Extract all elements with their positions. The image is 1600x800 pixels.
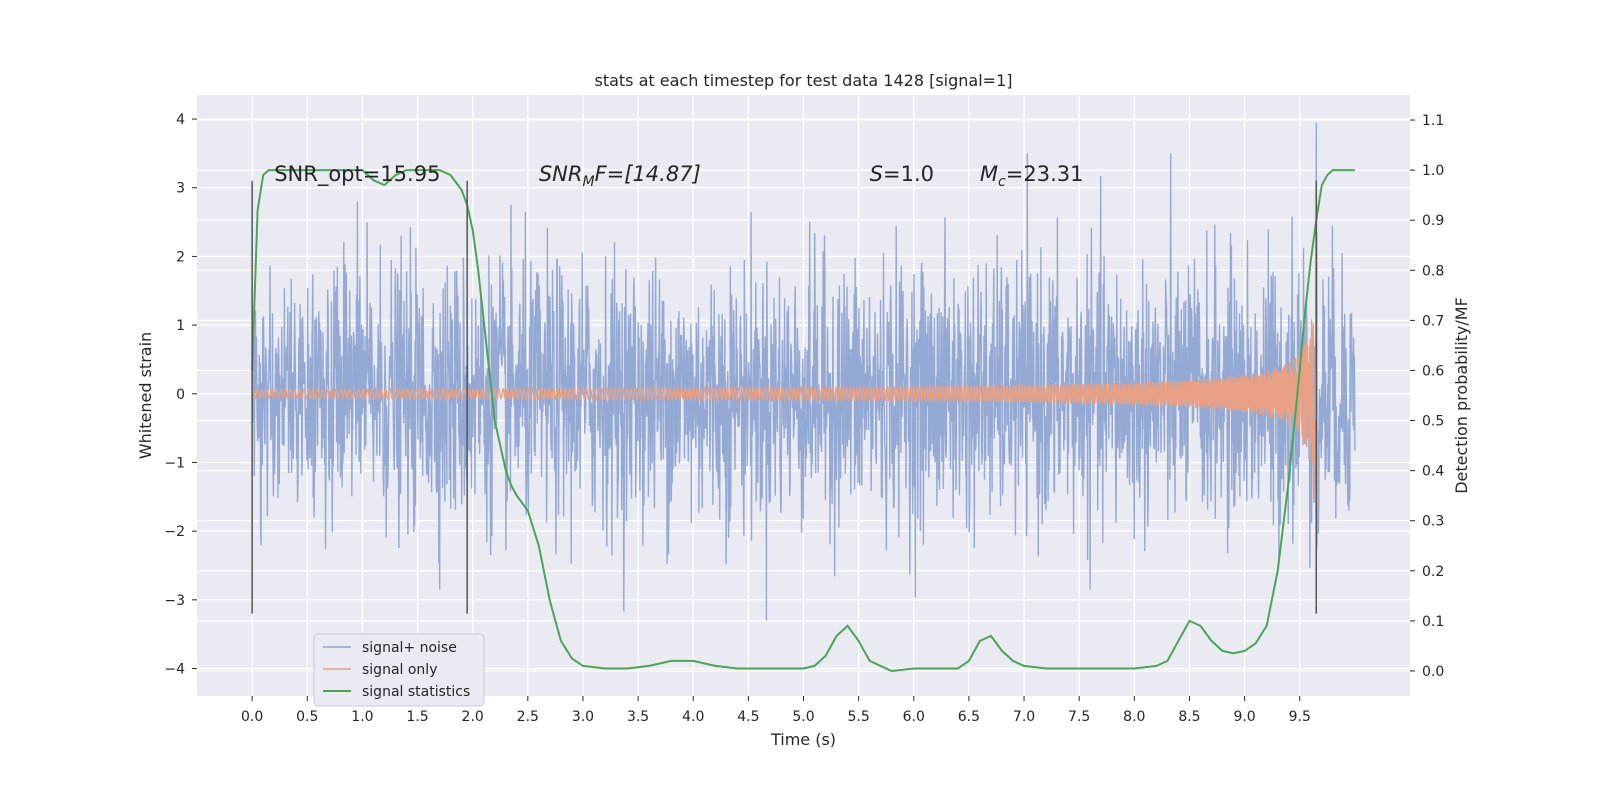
x-tick-label: 9.5 (1289, 709, 1311, 725)
y-tick-label: −2 (164, 524, 185, 540)
y-right-tick-label: 0.0 (1422, 664, 1444, 680)
y-axis-label: Whitened strain (136, 332, 155, 459)
annotation-snr-mf: SNRMF=[14.87] (539, 162, 701, 190)
annotation-s-prefix: S (870, 162, 883, 186)
x-tick-label: 0.0 (241, 709, 263, 725)
legend-label-signal-only: signal only (362, 662, 437, 678)
x-tick-label: 3.5 (627, 709, 649, 725)
y-right-tick-label: 0.1 (1422, 614, 1444, 630)
annotation-snr-mf-suffix: F=[14.87] (595, 162, 701, 186)
y-tick-label: 3 (176, 181, 185, 197)
y-tick-label: −3 (164, 593, 185, 609)
x-tick-label: 2.0 (462, 709, 484, 725)
x-tick-label: 8.0 (1123, 709, 1145, 725)
annotation-snr-mf-prefix: SNR (539, 162, 583, 186)
y-axis-right-ticks: 1.1 1.0 0.9 0.8 0.7 0.6 0.5 0.4 0.3 0.2 0.1 0.0 (1410, 113, 1444, 680)
y-axis-ticks: 4 3 2 1 0 −1 −2 −3 −4 (164, 112, 197, 678)
y-tick-label: −4 (164, 662, 185, 678)
x-axis-ticks: 0.0 0.5 1.0 1.5 2.0 2.5 3.0 3.5 4.0 4.5 5.0 5.5 6.0 6… (241, 696, 1311, 725)
x-tick-label: 6.0 (903, 709, 925, 725)
chart-title: stats at each timestep for test data 142… (594, 71, 1012, 90)
x-tick-label: 1.0 (351, 709, 373, 725)
legend: signal+ noise signal only signal statist… (313, 633, 485, 707)
y-right-tick-label: 1.1 (1422, 113, 1444, 129)
series-signal-statistics-line (251, 169, 1355, 673)
y-right-tick-label: 0.9 (1422, 213, 1444, 229)
x-tick-label: 2.5 (517, 709, 539, 725)
x-tick-label: 0.5 (296, 709, 318, 725)
y-tick-label: 2 (176, 249, 185, 265)
y-axis-right-label: Detection probability/MF (1452, 297, 1471, 494)
y-right-tick-label: 0.6 (1422, 363, 1444, 379)
y-right-tick-label: 0.5 (1422, 414, 1444, 430)
series-signal-noise-line (251, 122, 1356, 621)
y-right-tick-label: 0.4 (1422, 464, 1444, 480)
y-right-tick-label: 0.2 (1422, 564, 1444, 580)
x-tick-label: 5.0 (792, 709, 814, 725)
y-tick-label: −1 (164, 455, 185, 471)
annotation-snr-mf-sub: M (582, 174, 594, 190)
y-right-tick-label: 0.7 (1422, 313, 1444, 329)
x-tick-label: 4.0 (682, 709, 704, 725)
x-tick-label: 9.0 (1233, 709, 1255, 725)
x-tick-label: 5.5 (848, 709, 870, 725)
x-tick-label: 7.0 (1013, 709, 1035, 725)
legend-label-signal-statistics: signal statistics (362, 684, 470, 700)
annotation-mc: Mc=23.31 (980, 162, 1084, 190)
x-tick-label: 1.5 (406, 709, 428, 725)
x-tick-label: 3.0 (572, 709, 594, 725)
annotation-mc-prefix: M (980, 162, 998, 186)
annotation-snr-opt: SNR_opt=15.95 (274, 162, 440, 187)
y-right-tick-label: 0.3 (1422, 514, 1444, 530)
series-signal-only-line (251, 231, 1320, 553)
annotation-s-suffix: =1.0 (883, 162, 934, 186)
annotation-s: S=1.0 (870, 162, 934, 186)
annotation-mc-sub: c (998, 174, 1006, 190)
y-right-tick-label: 0.8 (1422, 263, 1444, 279)
legend-label-signal-noise: signal+ noise (362, 640, 457, 656)
y-right-tick-label: 1.0 (1422, 163, 1444, 179)
legend-box (313, 633, 485, 707)
x-tick-label: 4.5 (737, 709, 759, 725)
x-tick-label: 6.5 (958, 709, 980, 725)
y-tick-label: 1 (176, 318, 185, 334)
vertical-markers (251, 180, 1318, 614)
x-tick-label: 8.5 (1178, 709, 1200, 725)
x-axis-label: Time (s) (770, 730, 836, 749)
x-tick-label: 7.5 (1068, 709, 1090, 725)
y-tick-label: 4 (176, 112, 185, 128)
annotation-mc-suffix: =23.31 (1006, 162, 1084, 186)
series-layer (251, 122, 1356, 673)
y-tick-label: 0 (176, 387, 185, 403)
